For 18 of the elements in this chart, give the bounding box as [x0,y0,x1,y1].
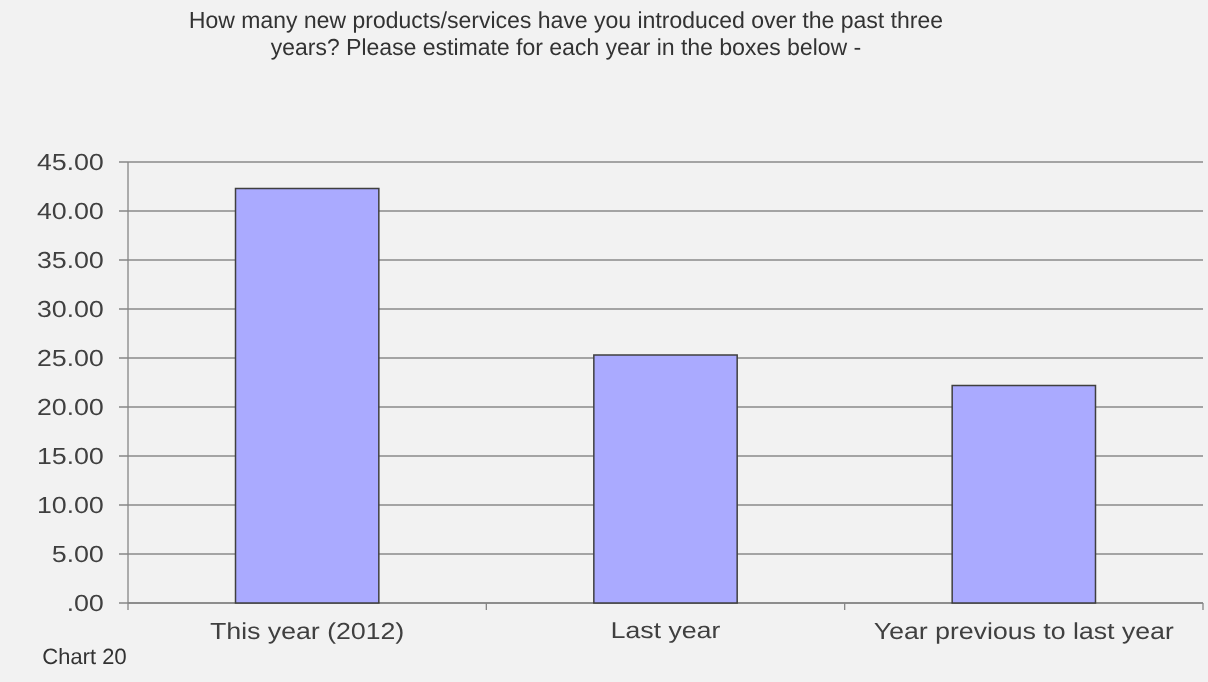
y-tick-label: 35.00 [38,251,103,269]
y-tick-label: 25.00 [38,349,103,367]
y-tick-label: 45.00 [37,153,103,171]
x-tick-label: Last year [612,622,720,643]
y-tick-label: .00 [69,594,103,612]
caption: Chart 20 [43,648,126,665]
bar [593,354,738,604]
y-tick-label: 30.00 [38,300,103,318]
y-tick-label: 20.00 [38,398,103,416]
chart-title: How many new products/services have you introduced over the past three years? Please estimate for each year in the boxes below - [190,11,943,60]
y-tick-label: 5.00 [52,545,103,563]
x-tick-label: Year previous to last year [874,622,1174,644]
y-tick-label: 10.00 [39,496,103,514]
bar [951,384,1097,604]
bar [234,187,380,604]
y-tick-label: 15.00 [39,447,103,465]
y-tick-label: 40.00 [37,202,103,220]
x-tick-label: This year (2012) [210,622,403,644]
